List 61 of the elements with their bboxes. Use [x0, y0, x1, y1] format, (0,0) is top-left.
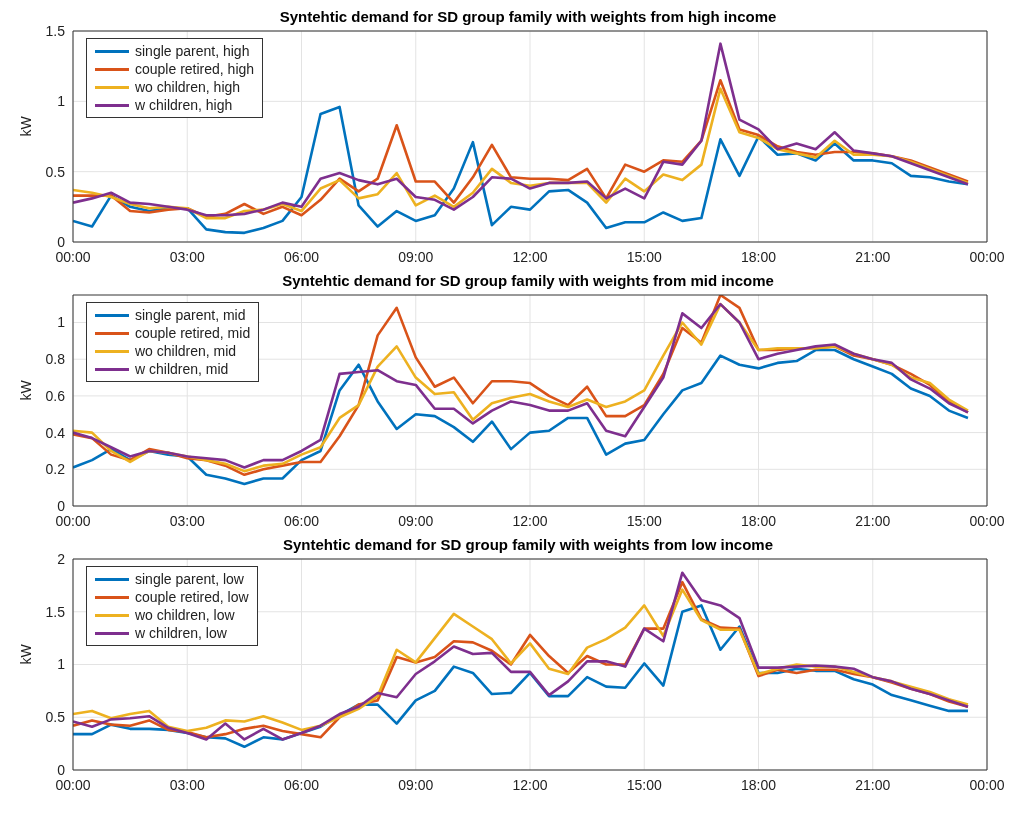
y-tick-label: 0.5: [45, 163, 66, 180]
y-axis-title: kW: [17, 643, 34, 665]
x-tick-label: 09:00: [398, 248, 434, 265]
legend-label: couple retired, high: [135, 61, 255, 77]
y-tick-label: 1: [57, 314, 66, 331]
y-tick-label: 0.5: [45, 709, 66, 726]
x-tick-label: 21:00: [855, 776, 891, 793]
chart-title: Syntehtic demand for SD group family with weights from high income: [279, 8, 777, 25]
legend-label: single parent, high: [135, 43, 250, 59]
chart-title: Syntehtic demand for SD group family with weights from mid income: [281, 272, 775, 290]
x-tick-label: 00:00: [969, 248, 1005, 265]
x-tick-label: 06:00: [283, 248, 320, 265]
y-tick-label: 0.4: [45, 424, 66, 441]
y-tick-label: 1.5: [45, 603, 66, 620]
y-tick-label: 1: [57, 656, 66, 673]
x-tick-label: 09:00: [398, 512, 434, 529]
y-tick-label: 0.2: [45, 461, 66, 478]
legend-label: single parent, mid: [135, 307, 246, 323]
x-tick-label: 06:00: [283, 512, 320, 529]
legend-label: couple retired, low: [135, 589, 249, 605]
x-tick-label: 03:00: [169, 776, 205, 793]
x-tick-label: 12:00: [512, 512, 548, 529]
x-tick-label: 18:00: [740, 248, 777, 265]
legend-label: wo children, mid: [135, 343, 237, 359]
y-axis-title: kW: [17, 115, 34, 137]
x-tick-label: 03:00: [169, 512, 205, 529]
x-tick-label: 00:00: [969, 776, 1005, 793]
x-tick-label: 00:00: [969, 512, 1005, 529]
legend-label: wo children, high: [135, 79, 241, 95]
y-tick-label: 0: [57, 233, 66, 250]
y-tick-label: 2: [57, 550, 66, 567]
x-tick-label: 09:00: [398, 776, 434, 793]
legend-label: wo children, low: [135, 607, 235, 623]
x-tick-label: 06:00: [283, 776, 320, 793]
legend-label: w children, low: [135, 625, 227, 641]
x-tick-label: 15:00: [626, 248, 662, 265]
legend-label: w children, mid: [135, 361, 229, 377]
chart-title: Syntehtic demand for SD group family with weights from low income: [282, 536, 774, 553]
x-tick-label: 03:00: [169, 248, 205, 265]
x-tick-label: 15:00: [626, 776, 662, 793]
x-tick-label: 21:00: [855, 248, 891, 265]
y-tick-label: 1: [57, 93, 66, 110]
line-series: [73, 42, 970, 217]
y-tick-label: 1.5: [45, 22, 66, 39]
x-tick-label: 12:00: [512, 776, 548, 793]
x-tick-label: 21:00: [855, 512, 891, 529]
legend-label: couple retired, mid: [135, 325, 251, 341]
legend-label: single parent, low: [135, 571, 244, 587]
y-tick-label: 0.8: [45, 351, 66, 368]
x-tick-label: 18:00: [740, 512, 777, 529]
y-tick-label: 0: [57, 761, 66, 778]
y-tick-label: 0: [57, 497, 66, 514]
x-tick-label: 12:00: [512, 248, 548, 265]
legend-label: w children, high: [135, 97, 233, 113]
y-tick-label: 0.6: [45, 387, 66, 404]
x-tick-label: 18:00: [740, 776, 777, 793]
x-tick-label: 15:00: [626, 512, 662, 529]
x-tick-label: 00:00: [55, 776, 91, 793]
x-tick-label: 00:00: [55, 512, 91, 529]
y-axis-title: kW: [17, 379, 34, 401]
x-tick-label: 00:00: [55, 248, 91, 265]
